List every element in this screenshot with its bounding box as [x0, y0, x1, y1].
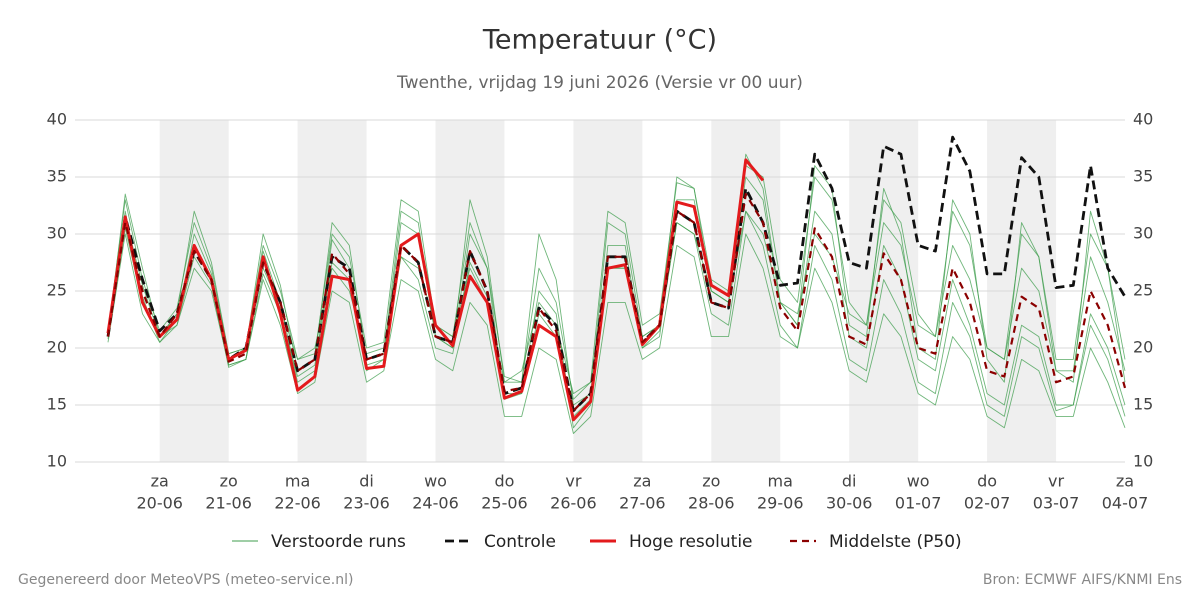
legend-label: Middelste (P50): [829, 532, 962, 552]
x-tick-day: za: [1116, 472, 1134, 491]
footer-left: Gegenereerd door MeteoVPS (meteo-service…: [18, 572, 353, 588]
y-tick-label: 25: [47, 281, 67, 300]
x-tick-date: 23-06: [343, 494, 390, 513]
y-tick-label: 20: [47, 338, 67, 357]
x-tick-day: di: [842, 472, 857, 491]
y2-tick-label: 15: [1133, 395, 1153, 414]
legend-label: Verstoorde runs: [271, 532, 406, 552]
chart-title: Temperatuur (°C): [482, 25, 717, 56]
x-tick-day: za: [151, 472, 169, 491]
x-tick-day: ma: [768, 472, 793, 491]
series-line: [107, 165, 1126, 400]
y-tick-label: 35: [47, 167, 67, 186]
x-tick-day: ma: [285, 472, 310, 491]
legend-label: Controle: [484, 532, 556, 552]
x-tick-date: 28-06: [688, 494, 735, 513]
x-tick-date: 03-07: [1033, 494, 1080, 513]
x-tick-day: zo: [702, 472, 720, 491]
x-tick-date: 30-06: [826, 494, 873, 513]
x-tick-day: wo: [907, 472, 930, 491]
footer-right: Bron: ECMWF AIFS/KNMI Ens: [983, 572, 1182, 588]
x-tick-date: 04-07: [1102, 494, 1149, 513]
y2-tick-label: 10: [1133, 452, 1153, 471]
legend-label: Hoge resolutie: [629, 532, 753, 552]
y2-tick-label: 20: [1133, 338, 1153, 357]
x-tick-date: 20-06: [136, 494, 183, 513]
x-tick-date: 02-07: [964, 494, 1011, 513]
x-tick-date: 01-07: [895, 494, 942, 513]
x-tick-day: di: [359, 472, 374, 491]
series-line: [106, 193, 1127, 412]
chart-subtitle: Twenthe, vrijdag 19 juni 2026 (Versie vr…: [396, 73, 803, 93]
x-tick-day: do: [977, 472, 997, 491]
x-tick-day: za: [633, 472, 651, 491]
x-tick-date: 25-06: [481, 494, 528, 513]
x-tick-date: 26-06: [550, 494, 597, 513]
x-tick-date: 27-06: [619, 494, 666, 513]
y-tick-label: 40: [47, 110, 67, 129]
y2-tick-label: 30: [1133, 224, 1153, 243]
x-tick-day: zo: [220, 472, 238, 491]
x-tick-day: wo: [424, 472, 447, 491]
series-line: [107, 153, 1126, 406]
y-tick-label: 10: [47, 452, 67, 471]
x-tick-date: 22-06: [274, 494, 321, 513]
x-tick-day: do: [494, 472, 514, 491]
y-tick-label: 30: [47, 224, 67, 243]
x-tick-day: vr: [565, 472, 581, 491]
y2-tick-label: 35: [1133, 167, 1153, 186]
series-line: [107, 233, 1126, 434]
x-tick-date: 29-06: [757, 494, 804, 513]
y2-tick-label: 40: [1133, 110, 1153, 129]
y-tick-label: 15: [47, 395, 67, 414]
x-tick-date: 21-06: [205, 494, 252, 513]
x-tick-day: vr: [1048, 472, 1064, 491]
y2-tick-label: 25: [1133, 281, 1153, 300]
x-tick-date: 24-06: [412, 494, 459, 513]
